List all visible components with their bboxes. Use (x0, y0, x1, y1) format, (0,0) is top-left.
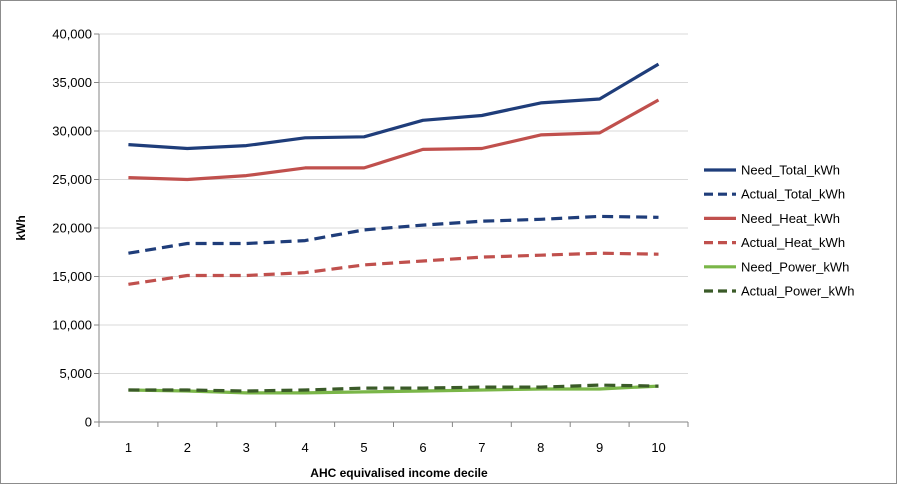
series-line-actual-heat-kwh (128, 251, 659, 286)
x-tick-label: 10 (651, 440, 665, 455)
legend-label: Need_Power_kWh (741, 259, 849, 274)
x-tick-label: 7 (478, 440, 485, 455)
x-tick-label: 6 (419, 440, 426, 455)
series-line-actual-total-kwh (128, 214, 659, 255)
legend-label: Need_Total_kWh (741, 163, 840, 178)
y-tick-label: 20,000 (52, 221, 92, 236)
x-tick-label: 2 (184, 440, 191, 455)
legend-label: Actual_Power_kWh (741, 284, 854, 299)
x-tick-label: 1 (125, 440, 132, 455)
x-tick-label: 3 (243, 440, 250, 455)
y-tick-label: 35,000 (52, 75, 92, 90)
y-tick-label: 5,000 (59, 366, 92, 381)
y-tick-label: 40,000 (52, 27, 92, 42)
x-tick-label: 4 (302, 440, 309, 455)
y-tick-label: 0 (85, 415, 92, 430)
series-line-need-total-kwh (128, 62, 660, 151)
legend-label: Actual_Heat_kWh (741, 235, 845, 250)
y-tick-label: 25,000 (52, 172, 92, 187)
y-tick-label: 30,000 (52, 124, 92, 139)
y-axis-title: kWh (14, 215, 28, 240)
y-tick-label: 15,000 (52, 269, 92, 284)
y-tick-label: 10,000 (52, 318, 92, 333)
legend-label: Need_Heat_kWh (741, 211, 840, 226)
x-axis-title: AHC equivalised income decile (310, 466, 488, 480)
series-line-actual-power-kwh (128, 383, 659, 393)
legend-label: Actual_Total_kWh (741, 187, 845, 202)
x-tick-label: 9 (596, 440, 603, 455)
x-tick-label: 5 (360, 440, 367, 455)
x-tick-label: 8 (537, 440, 544, 455)
series-line-need-heat-kwh (128, 98, 660, 182)
